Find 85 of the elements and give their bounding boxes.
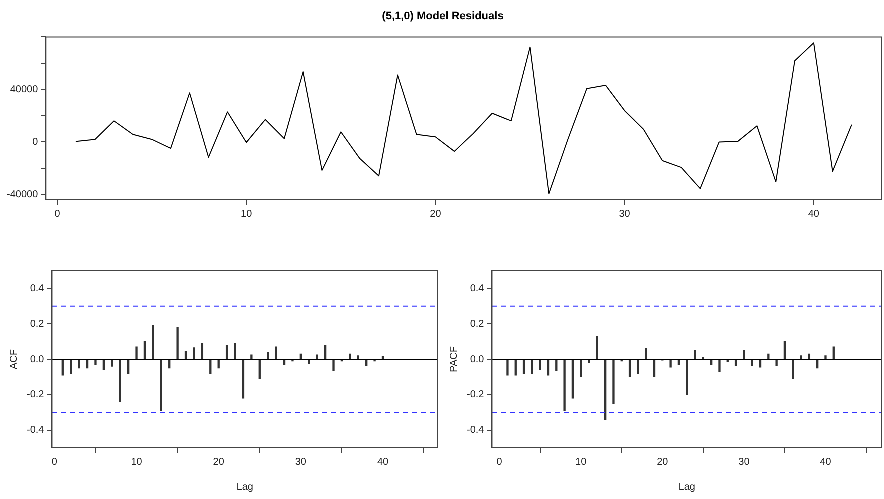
bar — [604, 360, 607, 420]
bar — [78, 360, 80, 369]
bar — [718, 360, 721, 372]
y-tick-label: 0.2 — [470, 318, 485, 330]
bar — [531, 360, 534, 374]
bar — [686, 360, 688, 396]
bar — [759, 360, 762, 368]
bar — [127, 360, 130, 374]
bar — [580, 360, 582, 378]
x-axis-title: Lag — [236, 482, 254, 493]
bar — [184, 351, 188, 360]
bar — [136, 346, 138, 360]
bar — [784, 341, 786, 360]
bar — [653, 360, 656, 378]
bar — [201, 343, 204, 360]
x-tick-label: 30 — [295, 456, 307, 468]
y-tick-label: 0.0 — [30, 354, 45, 366]
bar — [234, 343, 236, 360]
chart-title: (5,1,0) Model Residuals — [382, 10, 504, 23]
bar — [275, 346, 278, 360]
y-tick-label: -0.4 — [466, 425, 485, 436]
y-tick-label: 0.2 — [30, 318, 45, 330]
bar — [349, 354, 352, 360]
bar — [506, 360, 509, 376]
x-tick-label: 40 — [377, 456, 390, 468]
bar — [596, 336, 598, 360]
bar — [637, 360, 640, 374]
x-tick-label: 10 — [576, 456, 588, 468]
bar — [514, 360, 517, 376]
bar — [144, 341, 146, 360]
bar — [324, 345, 327, 360]
x-tick-label: 20 — [213, 456, 225, 468]
x-tick-label: 20 — [657, 456, 669, 468]
bar — [160, 360, 162, 412]
y-axis-title: PACF — [448, 346, 460, 372]
x-tick-label: 0 — [54, 208, 61, 220]
y-tick-label: 40000 — [10, 84, 39, 96]
y-axis-title: ACF — [8, 350, 20, 370]
bar — [743, 350, 746, 360]
x-tick-label: 40 — [820, 456, 832, 468]
bar — [70, 360, 72, 374]
y-tick-label: 0.4 — [470, 283, 485, 294]
bar — [119, 360, 122, 402]
y-tick-label: -40000 — [6, 190, 39, 200]
y-tick-label: -0.4 — [26, 425, 45, 436]
bar — [792, 360, 794, 380]
bar — [547, 360, 550, 376]
bar — [102, 360, 106, 370]
bar — [94, 360, 97, 366]
bar — [152, 326, 154, 360]
bar — [226, 345, 228, 360]
bar — [250, 354, 253, 360]
y-tick-label: -0.2 — [26, 390, 45, 401]
bar — [556, 360, 558, 372]
bar — [316, 354, 318, 360]
bar — [242, 360, 245, 399]
bar — [62, 360, 64, 376]
bar — [628, 360, 632, 378]
bar — [645, 348, 648, 360]
x-tick-label: 30 — [619, 208, 631, 220]
x-tick-label: 0 — [496, 456, 503, 468]
bar — [670, 360, 672, 368]
bar — [572, 360, 574, 399]
bar — [539, 360, 542, 370]
bar — [258, 360, 261, 380]
bar — [522, 360, 526, 374]
bar — [612, 360, 615, 404]
x-tick-label: 20 — [430, 208, 442, 220]
y-tick-label: 0.0 — [470, 354, 485, 366]
x-tick-label: 0 — [52, 456, 58, 468]
x-tick-label: 10 — [131, 456, 143, 468]
bar — [776, 360, 778, 366]
x-tick-label: 10 — [241, 208, 253, 220]
x-axis-title: Lag — [678, 482, 696, 493]
bar — [332, 360, 335, 372]
x-tick-label: 40 — [808, 208, 820, 220]
bar — [564, 360, 566, 412]
bar — [694, 350, 696, 360]
y-tick-label: 0 — [32, 136, 39, 148]
x-tick-label: 30 — [738, 456, 750, 468]
y-tick-label: -0.2 — [466, 390, 485, 401]
bar — [193, 348, 196, 360]
y-tick-label: 0.4 — [30, 283, 45, 294]
bar — [210, 360, 212, 374]
bar — [176, 327, 179, 360]
